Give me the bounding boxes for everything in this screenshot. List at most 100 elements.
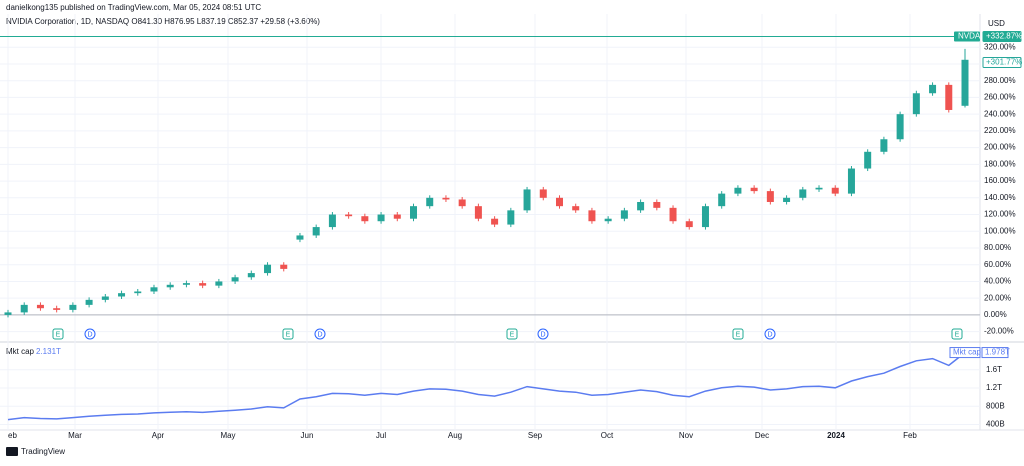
- price-label: +332.87%: [986, 32, 1022, 41]
- candle-body: [864, 151, 872, 169]
- candle-body: [264, 264, 272, 274]
- candle-body: [215, 281, 223, 286]
- y-tick-label: 180.00%: [984, 159, 1016, 168]
- candle-body: [491, 218, 499, 225]
- candle-body: [247, 273, 255, 278]
- line: [7, 352, 966, 421]
- event-marker: [52, 328, 64, 340]
- event-marker: [732, 328, 744, 340]
- footer: TradingView: [21, 447, 65, 456]
- candle-body: [199, 283, 207, 286]
- candle-body: [150, 287, 158, 292]
- y-tick-label: 0.00%: [984, 310, 1007, 319]
- y-tick-label: 320.00%: [984, 42, 1016, 51]
- event-label: D: [87, 331, 92, 338]
- event-marker: [282, 328, 294, 340]
- y-tick-label: 40.00%: [984, 277, 1011, 286]
- series-tag: [949, 347, 981, 359]
- candle-body: [377, 214, 385, 222]
- x-tick-label: Mar: [68, 431, 82, 440]
- currency: USD: [988, 19, 1005, 28]
- x-tick-label: eb: [8, 431, 17, 440]
- candle-body: [831, 187, 839, 194]
- candle-body: [20, 304, 28, 313]
- x-tick-label: Jun: [301, 431, 314, 440]
- candle-body: [815, 187, 823, 190]
- candle-body: [118, 293, 126, 297]
- candle-body: [929, 84, 937, 94]
- y-tick-label: 60.00%: [984, 260, 1011, 269]
- candle-body: [328, 214, 336, 228]
- event-label: D: [540, 331, 545, 338]
- candle-body: [523, 189, 531, 211]
- x-tick-label: Oct: [601, 431, 614, 440]
- candle-body: [345, 214, 353, 217]
- candle-body: [961, 59, 969, 106]
- event-marker: [314, 328, 326, 340]
- y-tick-label: 200.00%: [984, 143, 1016, 152]
- mktcap-axis-label: 1.978T: [985, 348, 1010, 357]
- event-label: E: [955, 331, 960, 338]
- candle-body: [410, 206, 418, 219]
- event-marker: [84, 328, 96, 340]
- candle-body: [847, 168, 855, 194]
- mktcap-name: Mkt cap: [6, 347, 35, 356]
- y-tick-label: 1.2T: [986, 383, 1002, 392]
- y-tick-label: -20.00%: [984, 327, 1014, 336]
- candle-body: [750, 187, 758, 192]
- candle-body: [555, 197, 563, 207]
- candle-body: [734, 187, 742, 194]
- candle-body: [588, 210, 596, 222]
- x-tick-label: Dec: [755, 431, 769, 440]
- candle-body: [442, 197, 450, 200]
- candle-body: [783, 197, 791, 202]
- event-label: E: [736, 331, 741, 338]
- candle-body: [36, 304, 44, 309]
- candle-body: [4, 312, 12, 315]
- y-tick-label: 400B: [986, 420, 1005, 429]
- x-tick-label: Nov: [679, 431, 693, 440]
- price-label-box: [982, 56, 1022, 68]
- candle-body: [799, 189, 807, 198]
- candle-body: [572, 206, 580, 211]
- published-note: danielkong135 published on TradingView.c…: [6, 3, 261, 12]
- mktcap-last: 2.131T: [36, 347, 61, 356]
- y-tick-label: 240.00%: [984, 109, 1016, 118]
- candle-body: [69, 304, 77, 310]
- event-label: D: [317, 331, 322, 338]
- logo-icon: [6, 447, 18, 456]
- price-label-box: [982, 30, 1022, 42]
- candle-body: [604, 218, 612, 222]
- candle-body: [669, 207, 677, 222]
- candle-body: [312, 227, 320, 236]
- event-label: D: [767, 331, 772, 338]
- symbol-box: [954, 31, 980, 42]
- candle-body: [426, 197, 434, 207]
- y-tick-label: 280.00%: [984, 76, 1016, 85]
- event-label: E: [510, 331, 515, 338]
- symbol-label: NVDA: [958, 32, 981, 41]
- candle-body: [653, 201, 661, 208]
- candle-body: [945, 84, 953, 110]
- y-tick-label: 100.00%: [984, 226, 1016, 235]
- candle-body: [85, 299, 93, 305]
- event-marker: [764, 328, 776, 340]
- y-tick-label: 20.00%: [984, 293, 1011, 302]
- candle-body: [134, 291, 142, 294]
- candle-body: [296, 235, 304, 240]
- y-tick-label: 80.00%: [984, 243, 1011, 252]
- y-tick-label: 260.00%: [984, 93, 1016, 102]
- y-tick-label: 140.00%: [984, 193, 1016, 202]
- candle-body: [896, 114, 904, 140]
- candle-body: [280, 264, 288, 269]
- event-label: E: [56, 331, 61, 338]
- x-tick-label: Jul: [376, 431, 386, 440]
- event-marker: [506, 328, 518, 340]
- candle-body: [507, 210, 515, 225]
- legend: NVIDIA Corporation, 1D, NASDAQ O841.30 H…: [6, 17, 320, 26]
- x-tick-label: 2024: [827, 431, 845, 440]
- candle-body: [101, 296, 109, 300]
- candle-body: [393, 214, 401, 219]
